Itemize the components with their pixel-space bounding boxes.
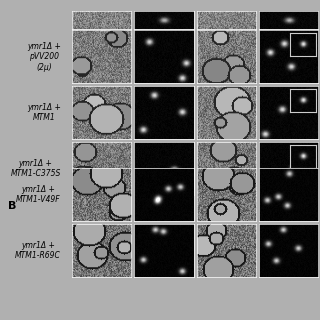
Text: ymr1Δ +
MTM1-C375S: ymr1Δ + MTM1-C375S xyxy=(11,159,61,179)
Text: ymr1Δ +
pVV200
(2μ): ymr1Δ + pVV200 (2μ) xyxy=(27,42,61,72)
Text: ymr1Δ +
MTM1-R69C: ymr1Δ + MTM1-R69C xyxy=(15,241,61,260)
Text: ymr1Δ +
MTM1: ymr1Δ + MTM1 xyxy=(27,103,61,123)
Text: B: B xyxy=(8,201,17,212)
Text: ymr1Δ +
MTM1-V49F: ymr1Δ + MTM1-V49F xyxy=(16,185,61,204)
